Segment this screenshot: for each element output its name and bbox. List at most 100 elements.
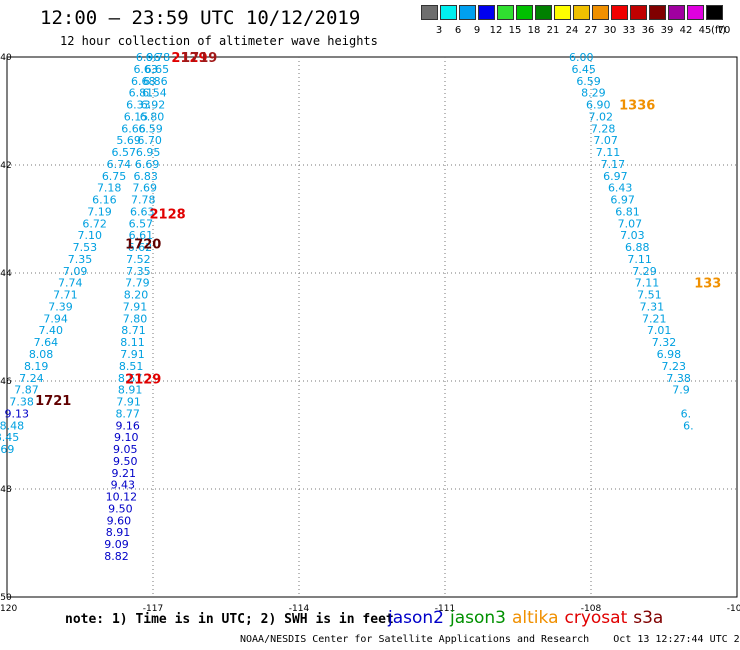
wave-height-value: 7.78 — [131, 194, 156, 207]
wave-height-value: 7.31 — [640, 300, 665, 313]
wave-height-value: 8.19 — [24, 360, 49, 373]
color-scale-label: 21 — [546, 25, 560, 36]
wave-height-value: 7.09 — [63, 265, 88, 278]
wave-height-value: 7.23 — [661, 360, 686, 373]
wave-height-value: 9.16 — [115, 419, 140, 432]
color-scale-swatch — [630, 5, 647, 20]
color-scale-swatch — [611, 5, 628, 20]
wave-height-value: 6.59 — [138, 122, 163, 135]
longitude-tick-label: -111 — [435, 604, 455, 614]
footer-credit: NOAA/NESDIS Center for Satellite Applica… — [240, 634, 740, 645]
wave-height-value: 8.57 — [118, 372, 143, 385]
wave-height-value: 8.29 — [581, 87, 606, 100]
wave-height-value: 6.16 — [92, 194, 117, 207]
wave-height-value: 7.80 — [123, 312, 148, 325]
wave-height-value: 8.69 — [0, 443, 14, 456]
color-scale-swatch — [649, 5, 666, 20]
color-scale-label: 42 — [679, 25, 693, 36]
wave-height-value: 7.24 — [19, 372, 44, 385]
wave-height-value: 6.88 — [625, 241, 650, 254]
wave-height-value: 7.9 — [672, 384, 690, 397]
wave-height-value: 7.69 — [132, 182, 157, 195]
wave-height-value: 7.38 — [9, 396, 34, 409]
wave-height-value: 7.40 — [39, 324, 64, 337]
color-scale-label: 6 — [454, 25, 462, 36]
wave-height-value: 8.45 — [0, 431, 19, 444]
wave-height-value: 9.50 — [113, 455, 138, 468]
latitude-tick-label: 44 — [0, 269, 12, 279]
wave-height-value: 7.21 — [642, 312, 667, 325]
longitude-tick-label: -105 — [727, 604, 740, 614]
pass-time-label: 1336 — [619, 99, 655, 114]
wave-height-value: 6. — [683, 419, 694, 432]
color-scale-label: 33 — [622, 25, 636, 36]
color-scale-label: 12 — [489, 25, 503, 36]
wave-height-value: 7.87 — [14, 384, 39, 397]
legend-altika: altika — [512, 608, 559, 628]
pass-time-label: 133 — [694, 277, 721, 292]
map-grid — [6, 56, 738, 598]
wave-height-value: 7.64 — [34, 336, 59, 349]
wave-height-value: 6.96 — [136, 51, 161, 64]
color-scale-swatch — [497, 5, 514, 20]
color-scale-label: 18 — [527, 25, 541, 36]
wave-height-value: 7.07 — [593, 134, 618, 147]
color-scale-label: 9 — [473, 25, 481, 36]
color-scale-label: 3 — [435, 25, 443, 36]
color-scale-swatch — [440, 5, 457, 20]
wave-height-value: 7.35 — [68, 253, 93, 266]
color-scale-label: 36 — [641, 25, 655, 36]
wave-height-value: 6.97 — [603, 170, 628, 183]
color-scale-label: 45 — [698, 25, 712, 36]
wave-height-value: 7.10 — [77, 229, 102, 242]
wave-height-value: 7.52 — [126, 253, 151, 266]
wave-height-value: 7.19 — [87, 205, 112, 218]
page-subtitle: 12 hour collection of altimeter wave hei… — [60, 34, 378, 48]
longitude-tick-label: -117 — [143, 604, 163, 614]
wave-height-value: 6.68 — [131, 75, 156, 88]
wave-height-value: 6.72 — [82, 217, 107, 230]
color-scale-swatch — [573, 5, 590, 20]
wave-height-value: 9.60 — [107, 514, 132, 527]
wave-height-value: 6.43 — [608, 182, 633, 195]
wave-height-value: 6.00 — [569, 51, 594, 64]
color-scale-swatch — [706, 5, 723, 20]
latitude-tick-label: 50 — [0, 593, 12, 603]
longitude-tick-label: -108 — [581, 604, 602, 614]
wave-height-value: 7.28 — [591, 122, 616, 135]
wave-height-value: 7.32 — [652, 336, 677, 349]
wave-height-value: 7.01 — [647, 324, 672, 337]
wave-height-value: 8.91 — [118, 384, 143, 397]
wave-height-value: 7.74 — [58, 277, 83, 290]
latitude-tick-label: 42 — [0, 161, 11, 171]
wave-height-value: 6.97 — [610, 194, 635, 207]
wave-height-value: 8.48 — [0, 419, 24, 432]
wave-height-value: 7.17 — [601, 158, 626, 171]
pass-time-label: 1721 — [35, 394, 71, 409]
pass-time-label: 1719 — [181, 51, 217, 66]
pass-time-label: 2129 — [125, 372, 161, 387]
satellite-legend: jason2 jason3 altika cryosat s3a — [388, 608, 669, 628]
wave-height-value: 8.82 — [104, 550, 129, 563]
color-scale-swatch — [459, 5, 476, 20]
wave-height-value: 6.54 — [142, 87, 167, 100]
wave-height-value: 9.21 — [112, 467, 137, 480]
color-scale-swatch — [554, 5, 571, 20]
wave-height-value: 8.08 — [29, 348, 54, 361]
longitude-tick-label: -114 — [289, 604, 310, 614]
wave-height-value: 9.05 — [113, 443, 138, 456]
wave-height-value: 6.62 — [128, 241, 153, 254]
wave-height-value: 6.92 — [141, 99, 166, 112]
color-scale-swatch — [687, 5, 704, 20]
wave-height-value: 7.71 — [53, 289, 78, 302]
wave-height-value: 6.61 — [129, 229, 154, 242]
color-scale-swatch — [592, 5, 609, 20]
wave-height-value: 7.07 — [618, 217, 643, 230]
wave-height-value: 9.10 — [114, 431, 139, 444]
color-scale-swatch — [516, 5, 533, 20]
wave-height-value: 8.20 — [124, 289, 149, 302]
pass-time-label: 1720 — [125, 237, 161, 252]
map-axis-ticks: -120 -117 -114 -111 -108 -105 40 42 44 46 48 50 — [0, 53, 740, 614]
wave-height-value: 9.50 — [108, 502, 133, 515]
